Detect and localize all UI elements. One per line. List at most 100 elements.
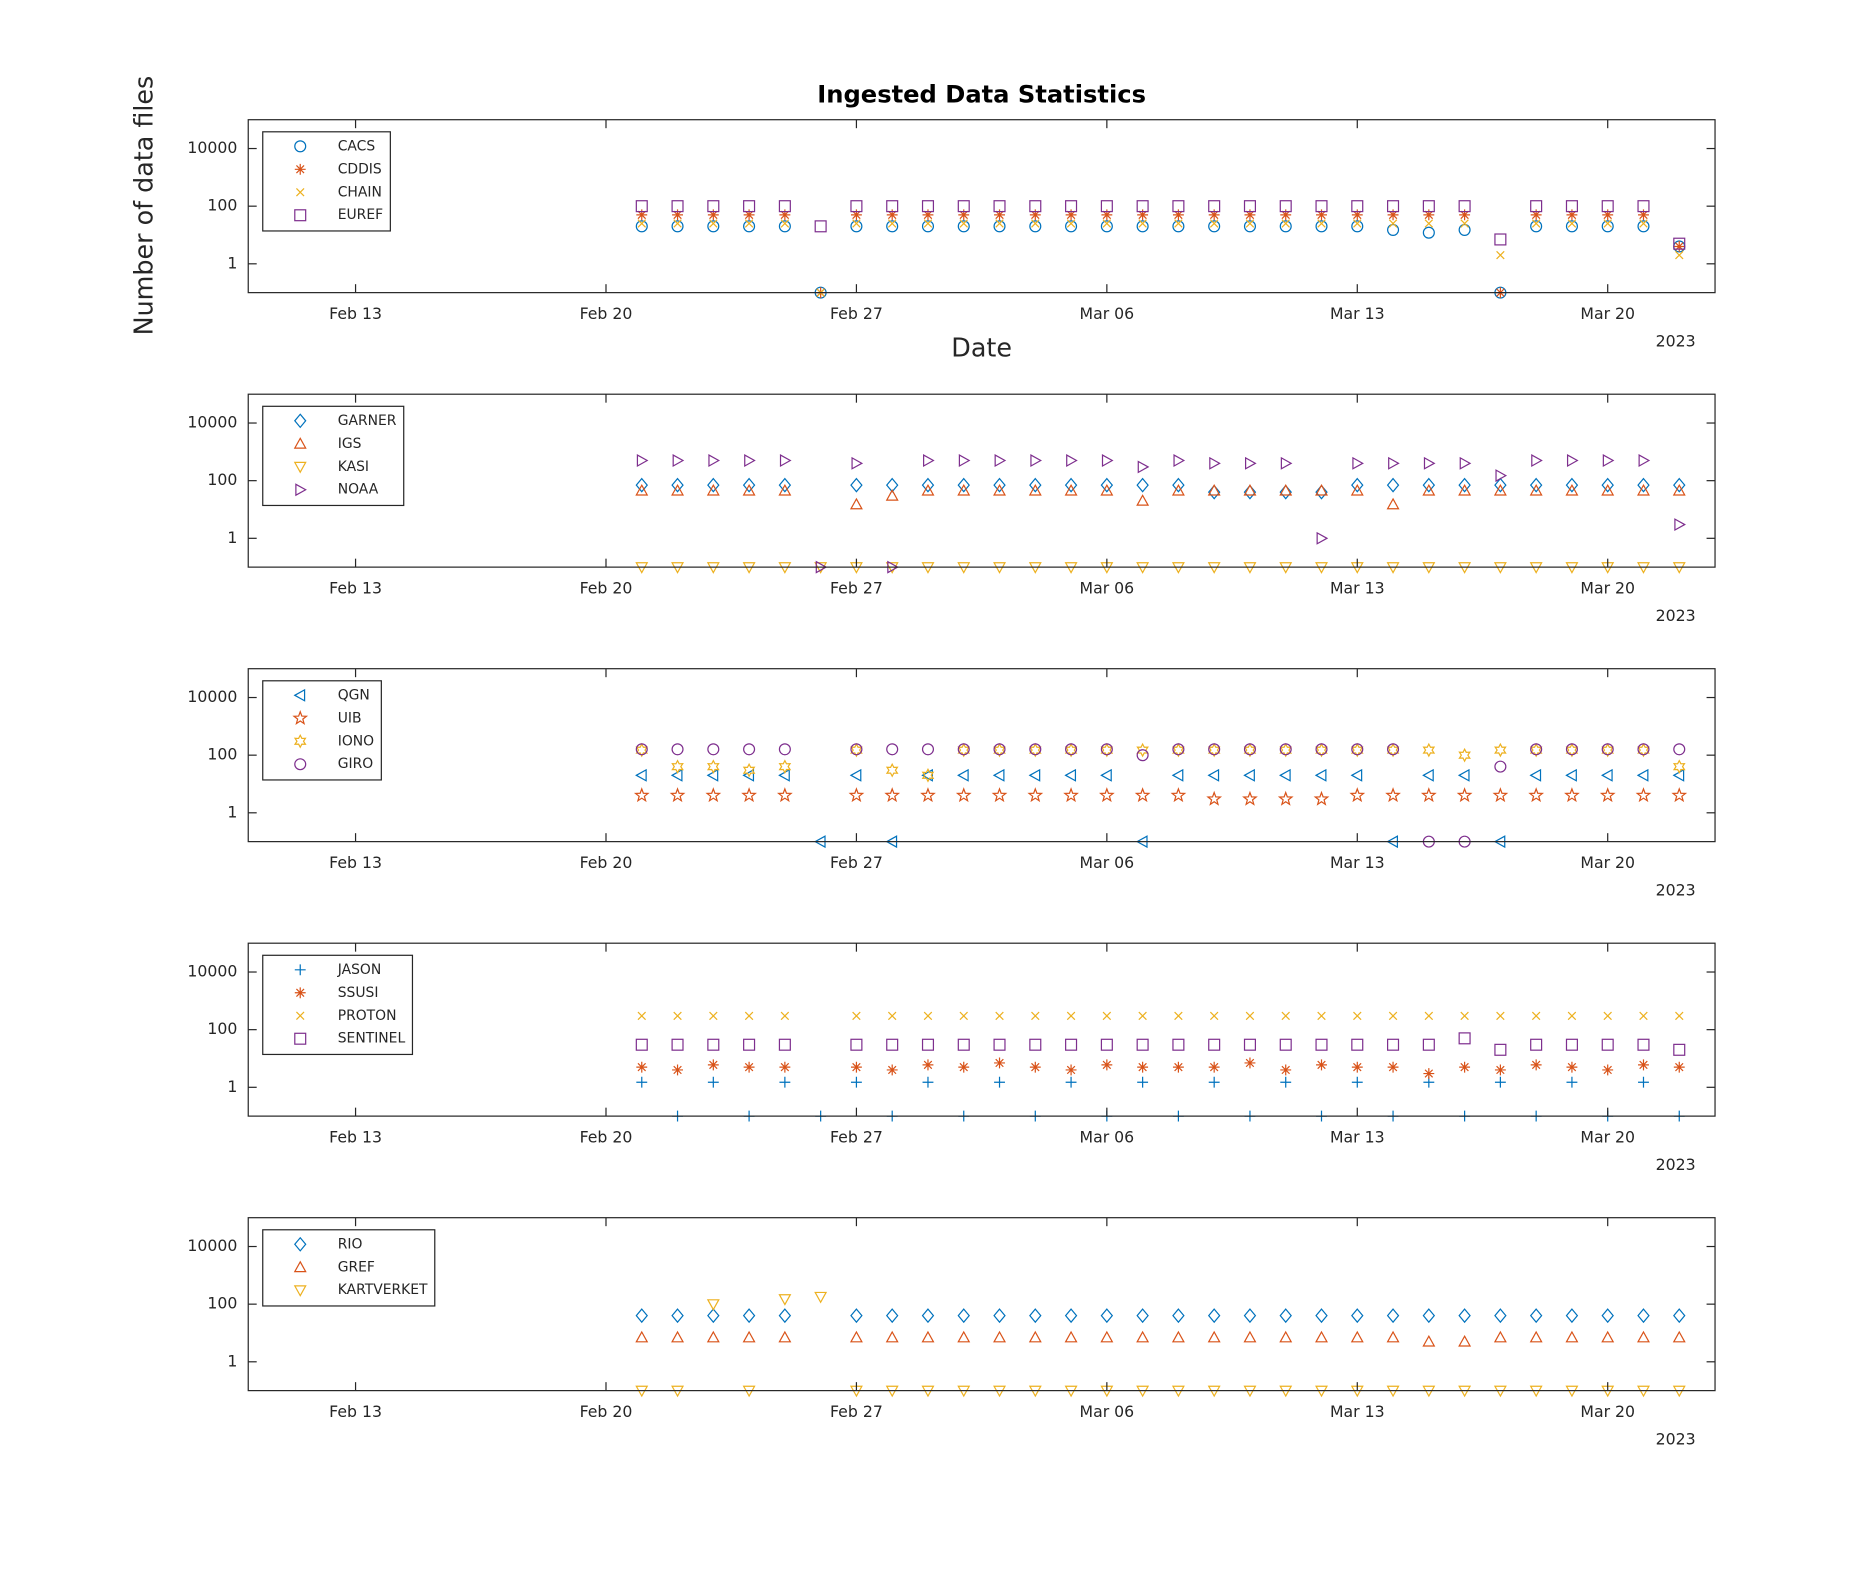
marker — [1031, 219, 1040, 228]
marker — [1672, 483, 1686, 496]
marker — [1031, 1011, 1040, 1021]
marker — [1635, 787, 1652, 803]
marker — [1493, 483, 1507, 496]
marker — [1313, 790, 1330, 806]
marker — [1280, 456, 1293, 470]
x-tick-label: Mar 13 — [1330, 304, 1385, 323]
marker — [707, 220, 720, 233]
legend-label: IONO — [338, 733, 374, 749]
legend-label: UIB — [338, 710, 362, 726]
marker — [1351, 220, 1364, 233]
marker — [1100, 768, 1112, 782]
marker — [1100, 743, 1113, 756]
marker — [1136, 494, 1150, 506]
marker — [779, 454, 792, 467]
marker — [1351, 1308, 1364, 1324]
marker — [1244, 1057, 1256, 1069]
x-tick-label: Mar 13 — [1330, 853, 1385, 872]
marker — [1422, 483, 1436, 496]
marker — [743, 1061, 755, 1073]
marker — [1245, 1011, 1255, 1021]
marker — [1353, 1011, 1362, 1021]
marker — [851, 456, 864, 470]
x-tick-label: Mar 06 — [1080, 578, 1135, 597]
legend-label: SENTINEL — [338, 1031, 406, 1047]
marker — [1602, 454, 1615, 467]
marker — [635, 477, 648, 493]
marker — [1207, 1330, 1221, 1343]
marker — [1137, 460, 1150, 474]
marker — [1100, 1330, 1114, 1343]
marker — [1637, 743, 1650, 756]
marker — [1279, 483, 1293, 496]
marker — [780, 1011, 790, 1021]
marker — [1065, 1076, 1077, 1088]
marker — [1494, 1064, 1506, 1076]
marker — [1277, 790, 1294, 806]
marker — [1316, 1059, 1327, 1071]
marker — [1674, 518, 1686, 532]
marker — [1423, 456, 1436, 470]
x-tick-label: Feb 27 — [830, 1127, 883, 1146]
marker — [850, 477, 863, 493]
marker — [1244, 456, 1257, 470]
x-tick-label: Mar 20 — [1580, 1127, 1635, 1146]
marker — [1387, 743, 1400, 756]
marker — [1601, 1038, 1614, 1051]
marker — [1639, 1011, 1648, 1021]
marker — [1458, 1032, 1471, 1045]
marker — [1102, 1011, 1112, 1021]
marker — [886, 1038, 899, 1051]
marker — [744, 454, 756, 467]
marker — [1207, 768, 1220, 782]
marker — [1601, 768, 1613, 782]
marker — [814, 220, 827, 233]
marker — [1350, 1330, 1364, 1343]
marker — [1672, 759, 1686, 774]
marker — [1066, 454, 1078, 467]
marker — [1136, 742, 1149, 758]
marker — [885, 489, 899, 501]
marker — [633, 787, 650, 803]
marker — [1567, 219, 1577, 228]
marker — [921, 1308, 935, 1324]
marker — [673, 1011, 682, 1021]
x-tick-label: Feb 13 — [329, 1127, 382, 1146]
marker — [779, 209, 791, 221]
marker — [1638, 454, 1651, 467]
marker — [1064, 1308, 1078, 1324]
marker — [958, 209, 970, 221]
marker — [1317, 219, 1326, 228]
marker — [1064, 483, 1078, 496]
marker — [1566, 1076, 1578, 1088]
legend-label: GREF — [338, 1259, 375, 1275]
marker — [1423, 209, 1435, 221]
marker — [1172, 1061, 1184, 1073]
marker — [744, 1011, 754, 1021]
marker — [1458, 1308, 1471, 1324]
marker — [1281, 219, 1290, 228]
marker — [1530, 200, 1543, 213]
marker — [1243, 200, 1256, 213]
x-tick-label: Mar 06 — [1080, 1402, 1135, 1421]
marker — [885, 762, 899, 778]
x-tick-label: Feb 20 — [580, 578, 633, 597]
x-tick-label: Feb 13 — [329, 578, 382, 597]
marker — [923, 219, 933, 228]
marker — [778, 220, 791, 233]
marker — [778, 483, 792, 496]
marker — [671, 1330, 685, 1343]
marker — [1530, 1059, 1542, 1071]
marker — [778, 1294, 792, 1306]
legend-box — [262, 405, 405, 507]
marker — [1387, 1038, 1400, 1051]
marker — [1529, 1308, 1543, 1324]
x-tick-label: Feb 13 — [329, 304, 382, 323]
x-tick-label: Feb 13 — [329, 1402, 382, 1421]
marker — [1458, 1334, 1472, 1347]
marker — [1029, 220, 1042, 233]
y-tick-label: 1 — [227, 802, 237, 821]
marker — [993, 1038, 1006, 1051]
y-tick-label: 10000 — [187, 1236, 237, 1255]
marker — [1317, 1011, 1326, 1021]
